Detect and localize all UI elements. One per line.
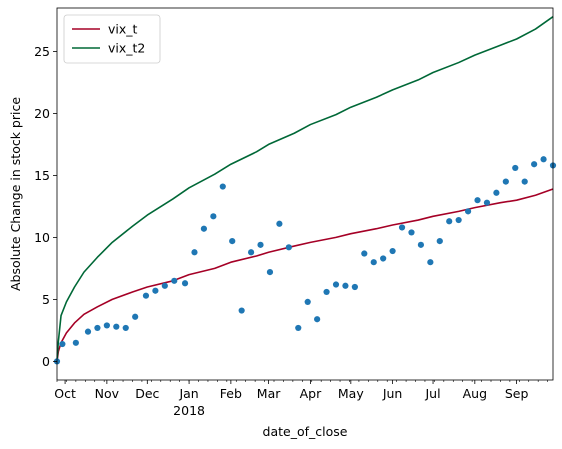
scatter-point-38 bbox=[417, 241, 425, 248]
scatter-point-22 bbox=[266, 269, 274, 276]
scatter-point-50 bbox=[531, 161, 538, 168]
y-tick-label: 15 bbox=[34, 168, 50, 183]
x-tick-label: Feb bbox=[220, 386, 242, 401]
scatter-point-34 bbox=[380, 255, 387, 262]
legend: vix_t vix_t2 bbox=[63, 14, 161, 64]
scatter-point-28 bbox=[323, 288, 330, 296]
scatter-point-36 bbox=[398, 224, 406, 231]
scatter-point-15 bbox=[200, 225, 208, 232]
scatter-point-20 bbox=[247, 249, 255, 256]
plot-area bbox=[53, 16, 557, 365]
x-tick-label: Oct bbox=[54, 386, 76, 401]
y-axis: 0 5 10 15 20 25 bbox=[34, 44, 57, 369]
scatter-point-7 bbox=[122, 324, 129, 332]
scatter-point-41 bbox=[446, 218, 453, 225]
scatter-point-25 bbox=[295, 324, 302, 332]
scatter-point-49 bbox=[521, 178, 528, 185]
legend-entry-vix_t: vix_t bbox=[108, 22, 138, 37]
y-axis-label: Absolute Change in stock price bbox=[8, 97, 23, 291]
scatter-point-29 bbox=[332, 281, 340, 288]
scatter-point-6 bbox=[113, 323, 120, 330]
x-tick-label: Aug bbox=[463, 386, 487, 401]
x-axis-label: date_of_close bbox=[263, 424, 348, 439]
scatter-point-9 bbox=[142, 292, 150, 299]
scatter-point-39 bbox=[427, 259, 434, 266]
scatter-point-40 bbox=[436, 238, 443, 245]
scatter-point-10 bbox=[152, 287, 159, 294]
scatter-point-12 bbox=[171, 277, 178, 284]
x-axis: Oct Nov Dec Jan 2018 Feb Mar Apr May Jun Jul Aug Sep bbox=[54, 380, 548, 418]
scatter-point-42 bbox=[455, 216, 462, 224]
series-line-vix_t bbox=[56, 188, 554, 362]
scatter-point-35 bbox=[389, 247, 396, 255]
series-line-vix_t2 bbox=[56, 16, 554, 362]
scatter-point-16 bbox=[210, 213, 217, 220]
x-tick-label: Dec bbox=[135, 386, 159, 401]
scatter-point-3 bbox=[84, 328, 92, 335]
scatter-point-45 bbox=[483, 199, 491, 206]
scatter-point-26 bbox=[304, 298, 311, 305]
scatter-point-24 bbox=[285, 244, 292, 251]
scatter-point-51 bbox=[540, 156, 547, 163]
plot-frame bbox=[56, 7, 554, 381]
scatter-point-5 bbox=[103, 322, 110, 329]
x-tick-label: Jan bbox=[178, 386, 198, 401]
scatter-point-19 bbox=[238, 307, 245, 314]
scatter-point-18 bbox=[229, 238, 236, 245]
scatter-point-13 bbox=[181, 280, 189, 287]
scatter-point-11 bbox=[161, 282, 168, 289]
y-tick-label: 25 bbox=[34, 44, 50, 59]
x-tick-label: Apr bbox=[300, 386, 322, 401]
x-tick-label: Jun bbox=[382, 386, 403, 401]
x-tick-label: Jul bbox=[424, 386, 440, 401]
scatter-point-33 bbox=[370, 259, 377, 266]
scatter-point-44 bbox=[474, 197, 481, 204]
scatter-point-4 bbox=[94, 324, 101, 332]
legend-entry-vix_t2: vix_t2 bbox=[108, 41, 145, 56]
x-tick-label: Nov bbox=[95, 386, 120, 401]
scatter-point-17 bbox=[219, 183, 226, 190]
scatter-point-43 bbox=[464, 208, 472, 215]
y-tick-label: 10 bbox=[34, 230, 50, 245]
scatter-point-27 bbox=[314, 316, 321, 323]
scatter-point-30 bbox=[342, 282, 349, 289]
scatter-point-8 bbox=[132, 313, 139, 320]
scatter-point-48 bbox=[512, 164, 519, 172]
scatter-point-21 bbox=[257, 241, 264, 248]
legend-box bbox=[63, 14, 161, 64]
scatter-point-31 bbox=[351, 283, 358, 291]
scatter-point-46 bbox=[493, 189, 500, 196]
y-tick-label: 20 bbox=[34, 106, 50, 121]
x-tick-year-label: 2018 bbox=[173, 403, 205, 418]
scatter-point-47 bbox=[502, 178, 509, 185]
x-tick-label: May bbox=[338, 386, 364, 401]
y-tick-label: 0 bbox=[42, 354, 50, 369]
scatter-point-37 bbox=[408, 229, 415, 236]
scatter-point-1 bbox=[59, 340, 66, 348]
scatter-point-14 bbox=[191, 249, 198, 256]
scatter-point-32 bbox=[361, 250, 368, 257]
x-tick-label: Mar bbox=[257, 386, 281, 401]
y-tick-label: 5 bbox=[42, 292, 50, 307]
scatter-point-23 bbox=[276, 220, 283, 227]
scatter-point-2 bbox=[72, 339, 79, 346]
x-tick-label: Sep bbox=[505, 386, 529, 401]
